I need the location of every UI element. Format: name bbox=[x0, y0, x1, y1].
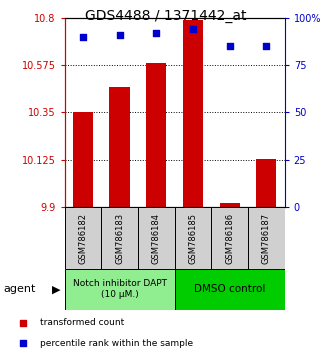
Text: GSM786186: GSM786186 bbox=[225, 212, 234, 264]
Text: GSM786184: GSM786184 bbox=[152, 212, 161, 264]
Bar bbox=[110, 87, 130, 207]
Text: ▶: ▶ bbox=[52, 284, 61, 295]
Bar bbox=[146, 63, 166, 207]
Bar bbox=[65, 207, 101, 269]
Point bbox=[80, 34, 85, 39]
Point bbox=[154, 30, 159, 36]
Text: GDS4488 / 1371442_at: GDS4488 / 1371442_at bbox=[85, 9, 246, 23]
Point bbox=[227, 43, 232, 49]
Point bbox=[21, 320, 26, 326]
Bar bbox=[175, 269, 285, 310]
Text: GSM786183: GSM786183 bbox=[115, 212, 124, 264]
Bar bbox=[183, 20, 203, 207]
Text: Notch inhibitor DAPT
(10 μM.): Notch inhibitor DAPT (10 μM.) bbox=[72, 279, 166, 299]
Text: GSM786185: GSM786185 bbox=[188, 212, 198, 264]
Bar bbox=[256, 159, 276, 207]
Bar bbox=[73, 113, 93, 207]
Text: DMSO control: DMSO control bbox=[194, 284, 265, 295]
Text: agent: agent bbox=[3, 284, 36, 295]
Text: percentile rank within the sample: percentile rank within the sample bbox=[40, 339, 193, 348]
Bar bbox=[219, 203, 240, 207]
Point bbox=[21, 341, 26, 346]
Bar bbox=[211, 207, 248, 269]
Text: GSM786187: GSM786187 bbox=[262, 212, 271, 264]
Point bbox=[264, 43, 269, 49]
Point bbox=[117, 32, 122, 38]
Text: GSM786182: GSM786182 bbox=[78, 212, 87, 264]
Bar bbox=[138, 207, 175, 269]
Bar bbox=[65, 269, 175, 310]
Point bbox=[190, 26, 196, 32]
Bar bbox=[101, 207, 138, 269]
Bar bbox=[248, 207, 285, 269]
Bar bbox=[175, 207, 211, 269]
Text: transformed count: transformed count bbox=[40, 318, 124, 327]
